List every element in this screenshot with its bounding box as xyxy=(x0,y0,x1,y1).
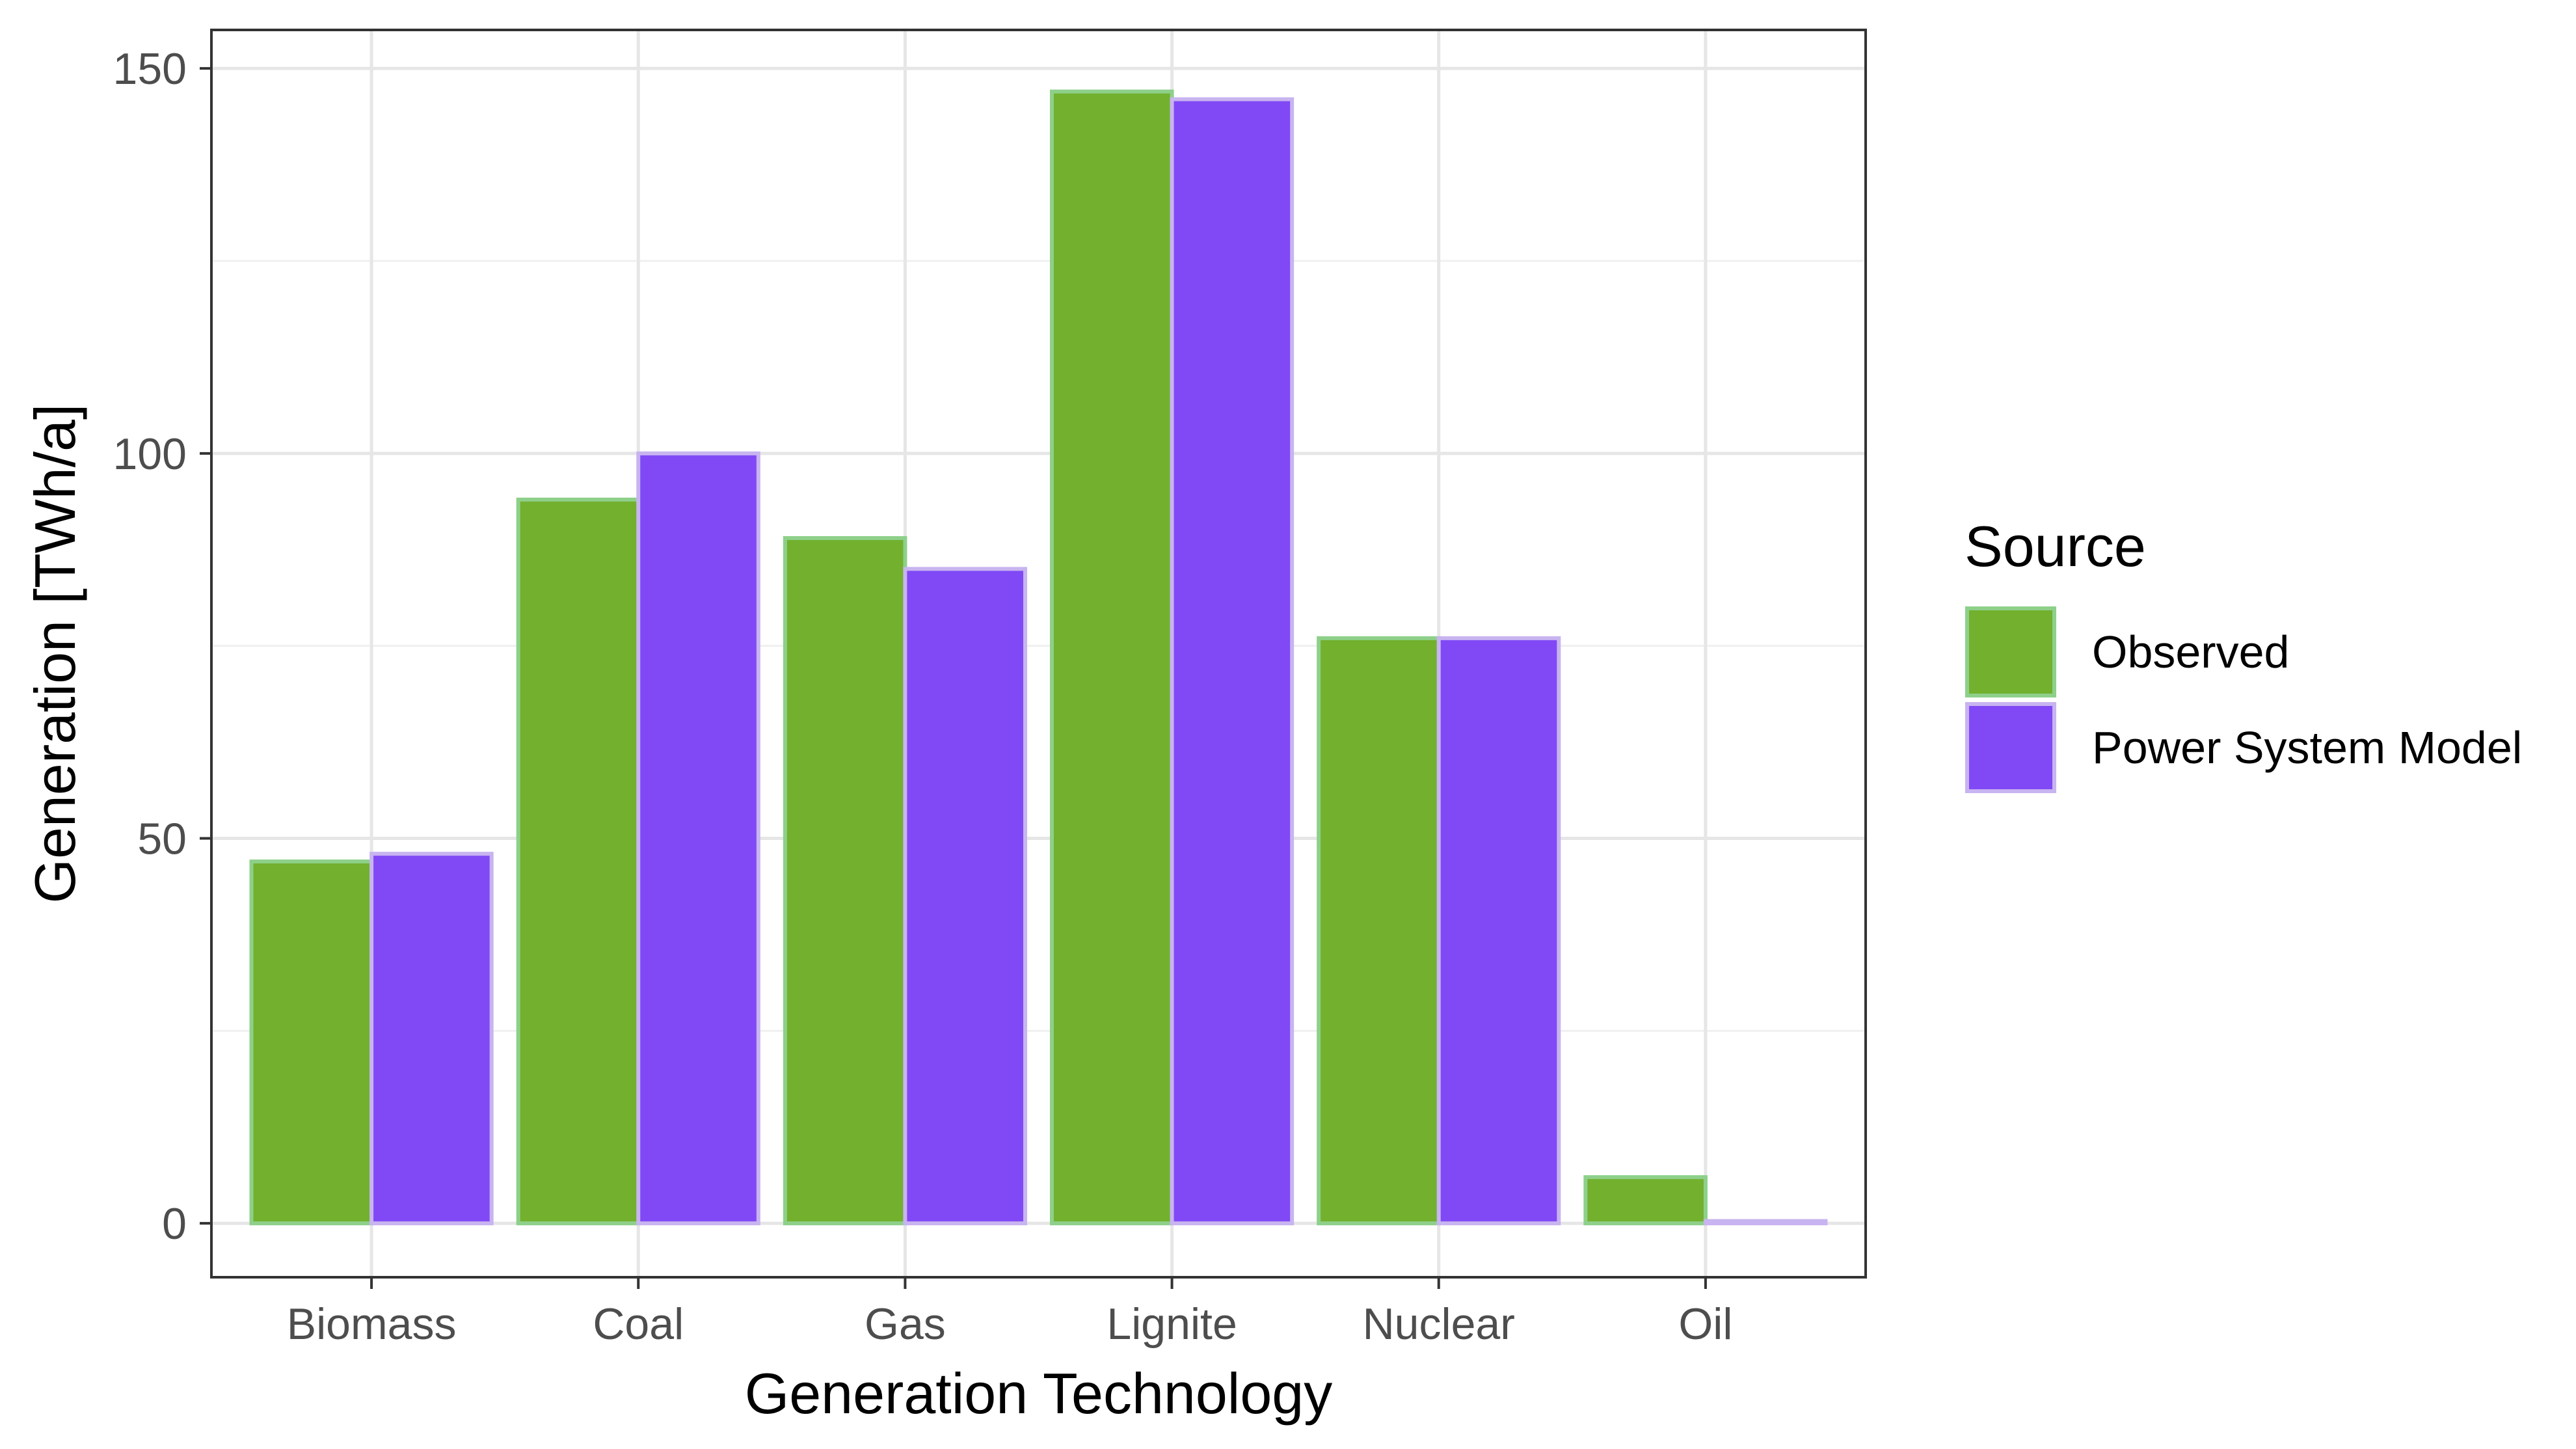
y-axis-title: Generation [TWh/a] xyxy=(23,404,87,904)
y-tick-label: 50 xyxy=(137,815,187,864)
bar-observed-nuclear xyxy=(1317,636,1441,1226)
bar-power-system-model-nuclear xyxy=(1436,636,1561,1226)
x-tick-label-nuclear: Nuclear xyxy=(1363,1299,1515,1349)
x-tick-label-biomass: Biomass xyxy=(287,1299,457,1349)
bar-observed-oil xyxy=(1583,1175,1708,1226)
y-axis: 0 50 100 150 xyxy=(113,44,211,1249)
x-tick-label-coal: Coal xyxy=(593,1299,684,1349)
bars-group xyxy=(249,89,1828,1226)
x-tick-label-oil: Oil xyxy=(1678,1299,1732,1349)
y-tick-label: 0 xyxy=(162,1199,187,1249)
legend-label-observed: Observed xyxy=(2092,627,2289,677)
bar-observed-gas xyxy=(783,536,907,1226)
bar-power-system-model-lignite xyxy=(1170,97,1295,1226)
legend-key-observed xyxy=(1965,606,2056,697)
legend: Source Observed Power System Model xyxy=(1965,514,2522,793)
x-tick-label-lignite: Lignite xyxy=(1107,1299,1237,1349)
bar-observed-biomass xyxy=(249,860,374,1226)
plot-panel-border xyxy=(210,29,1867,1279)
bar-observed-coal xyxy=(516,497,641,1226)
bar-power-system-model-oil xyxy=(1703,1219,1828,1226)
x-tick-label-gas: Gas xyxy=(865,1299,946,1349)
legend-label-power-system-model: Power System Model xyxy=(2092,722,2522,773)
bar-power-system-model-gas xyxy=(903,567,1027,1226)
y-tick-label: 150 xyxy=(113,44,187,94)
x-axis-title: Generation Technology xyxy=(745,1361,1332,1426)
bar-power-system-model-coal xyxy=(636,451,760,1226)
x-axis: Biomass Coal Gas Lignite Nuclear Oil xyxy=(287,1277,1732,1349)
legend-title: Source xyxy=(1965,514,2146,578)
y-tick-label: 100 xyxy=(113,429,187,479)
legend-key-power-system-model xyxy=(1965,702,2056,793)
bar-observed-lignite xyxy=(1050,89,1174,1226)
bar-power-system-model-biomass xyxy=(369,852,494,1226)
